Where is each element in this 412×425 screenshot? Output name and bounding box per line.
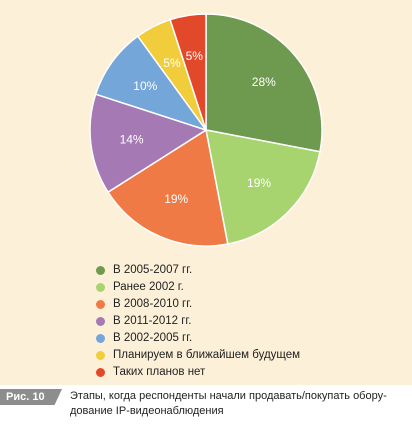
data-label-2: 19% <box>164 192 188 206</box>
legend-swatch-0 <box>96 266 105 275</box>
pie-chart: 28% 19% 19% 14% 10% 5% 5% <box>89 13 323 247</box>
legend-item-1: Ранее 2002 г. <box>96 279 300 296</box>
legend-item-2: В 2008-2010 гг. <box>96 296 300 313</box>
data-label-5: 5% <box>163 56 181 70</box>
data-label-1: 19% <box>247 176 271 190</box>
pie-slice-1 <box>205 129 321 245</box>
legend-swatch-1 <box>96 283 105 292</box>
legend-item-0: В 2005-2007 гг. <box>96 262 300 279</box>
legend-swatch-4 <box>96 334 105 343</box>
caption-text: Этапы, когда респонденты начали продават… <box>70 390 387 417</box>
legend-label-1: Ранее 2002 г. <box>113 281 184 293</box>
pie-slice-0 <box>205 13 323 153</box>
figure-caption: Рис. 10 Этапы, когда респонденты начали … <box>0 385 412 425</box>
legend-label-3: В 2011-2012 гг. <box>113 315 192 327</box>
legend-label-4: В 2002-2005 гг. <box>113 332 193 344</box>
pie-slice-3 <box>89 93 208 194</box>
legend: В 2005-2007 гг. Ранее 2002 г. В 2008-2010 … <box>96 262 300 381</box>
data-label-3: 14% <box>120 132 144 146</box>
legend-item-3: В 2011-2012 гг. <box>96 313 300 330</box>
legend-swatch-2 <box>96 300 105 309</box>
chart-figure: 28% 19% 19% 14% 10% 5% 5% В 2005-2007 гг. Ранее… <box>0 0 412 385</box>
legend-swatch-6 <box>96 368 105 377</box>
pie-slice-4 <box>94 35 208 132</box>
legend-item-6: Таких планов нет <box>96 364 300 381</box>
data-label-4: 10% <box>133 79 157 93</box>
legend-label-5: Планируем в ближайшем будущем <box>113 349 301 361</box>
legend-swatch-3 <box>96 317 105 326</box>
pie-slice-2 <box>107 128 229 247</box>
legend-item-5: Планируем в ближайшем будущем <box>96 347 300 364</box>
data-label-0: 28% <box>252 75 276 89</box>
pie-slice-6 <box>169 13 207 131</box>
legend-label-6: Таких планов нет <box>113 366 206 378</box>
legend-item-4: В 2002-2005 гг. <box>96 330 300 347</box>
data-label-6: 5% <box>186 49 204 63</box>
legend-swatch-5 <box>96 351 105 360</box>
legend-label-0: В 2005-2007 гг. <box>113 264 193 276</box>
caption-tag: Рис. 10 <box>0 389 62 405</box>
legend-label-2: В 2008-2010 гг. <box>113 298 193 310</box>
